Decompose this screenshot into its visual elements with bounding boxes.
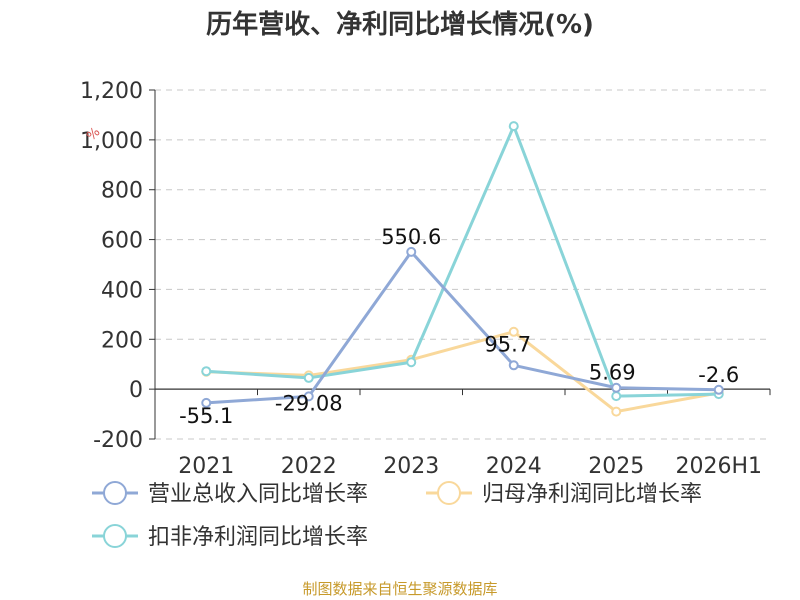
y-tick-label: 400 <box>101 278 143 303</box>
x-tick-label: 2022 <box>281 454 337 479</box>
data-point <box>406 246 417 257</box>
series-line <box>206 250 719 405</box>
legend-marker <box>103 481 127 505</box>
x-tick-label: 2024 <box>486 454 542 479</box>
data-point <box>611 382 622 393</box>
legend-label: 归母净利润同比增长率 <box>482 482 702 507</box>
data-label: -29.08 <box>275 391 343 415</box>
data-label: -2.6 <box>698 363 739 387</box>
legend-marker <box>103 524 127 548</box>
chart-title: 历年营收、净利同比增长情况(%) <box>206 10 594 40</box>
y-tick-label: 1,000 <box>80 129 143 154</box>
data-label: -55.1 <box>179 404 233 428</box>
y-tick-label: 200 <box>101 328 143 353</box>
data-point <box>508 121 519 132</box>
data-point <box>508 360 519 371</box>
data-point <box>303 391 314 402</box>
x-tick-label: 2025 <box>588 454 644 479</box>
y-tick-label: 1,200 <box>80 79 143 104</box>
source-note: 制图数据来自恒生聚源数据库 <box>302 580 498 598</box>
x-tick-label: 2021 <box>178 454 234 479</box>
legend-item: 扣非净利润同比增长率 <box>92 524 368 550</box>
data-point <box>201 397 212 408</box>
data-label: 550.6 <box>381 225 441 249</box>
series-group <box>201 121 724 417</box>
y-tick-label: 600 <box>101 229 143 254</box>
data-point <box>406 357 417 368</box>
axis-ticks: -200 0 200 400 600 800 1,000 1,200 2021 2022 2023 2… <box>80 79 771 479</box>
legend-item: 营业总收入同比增长率 <box>92 481 368 507</box>
axes <box>154 90 770 439</box>
data-labels: -55.1 -29.08 550.6 95.7 5.69 -2.6 <box>179 225 739 428</box>
series-line <box>206 124 719 398</box>
legend-label: 扣非净利润同比增长率 <box>148 525 368 550</box>
y-tick-label: 800 <box>101 179 143 204</box>
x-tick-label: 2023 <box>383 454 439 479</box>
grid-lines <box>155 89 770 440</box>
data-point <box>508 326 519 337</box>
legend-label: 营业总收入同比增长率 <box>148 482 368 507</box>
data-point <box>303 372 314 383</box>
data-point <box>611 406 622 417</box>
data-label: 5.69 <box>589 361 636 385</box>
legend-item: 归母净利润同比增长率 <box>426 481 702 507</box>
data-point <box>713 384 724 395</box>
y-tick-label: 0 <box>129 378 143 403</box>
data-point <box>611 391 622 402</box>
legend-marker <box>437 481 461 505</box>
y-tick-label: -200 <box>93 428 143 453</box>
data-label: 95.7 <box>484 332 531 356</box>
x-tick-label: 2026H1 <box>675 454 762 479</box>
data-point <box>201 366 212 377</box>
series-line <box>206 330 720 414</box>
